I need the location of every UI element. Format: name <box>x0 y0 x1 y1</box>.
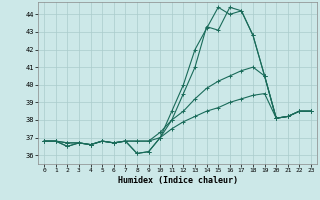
X-axis label: Humidex (Indice chaleur): Humidex (Indice chaleur) <box>118 176 238 185</box>
